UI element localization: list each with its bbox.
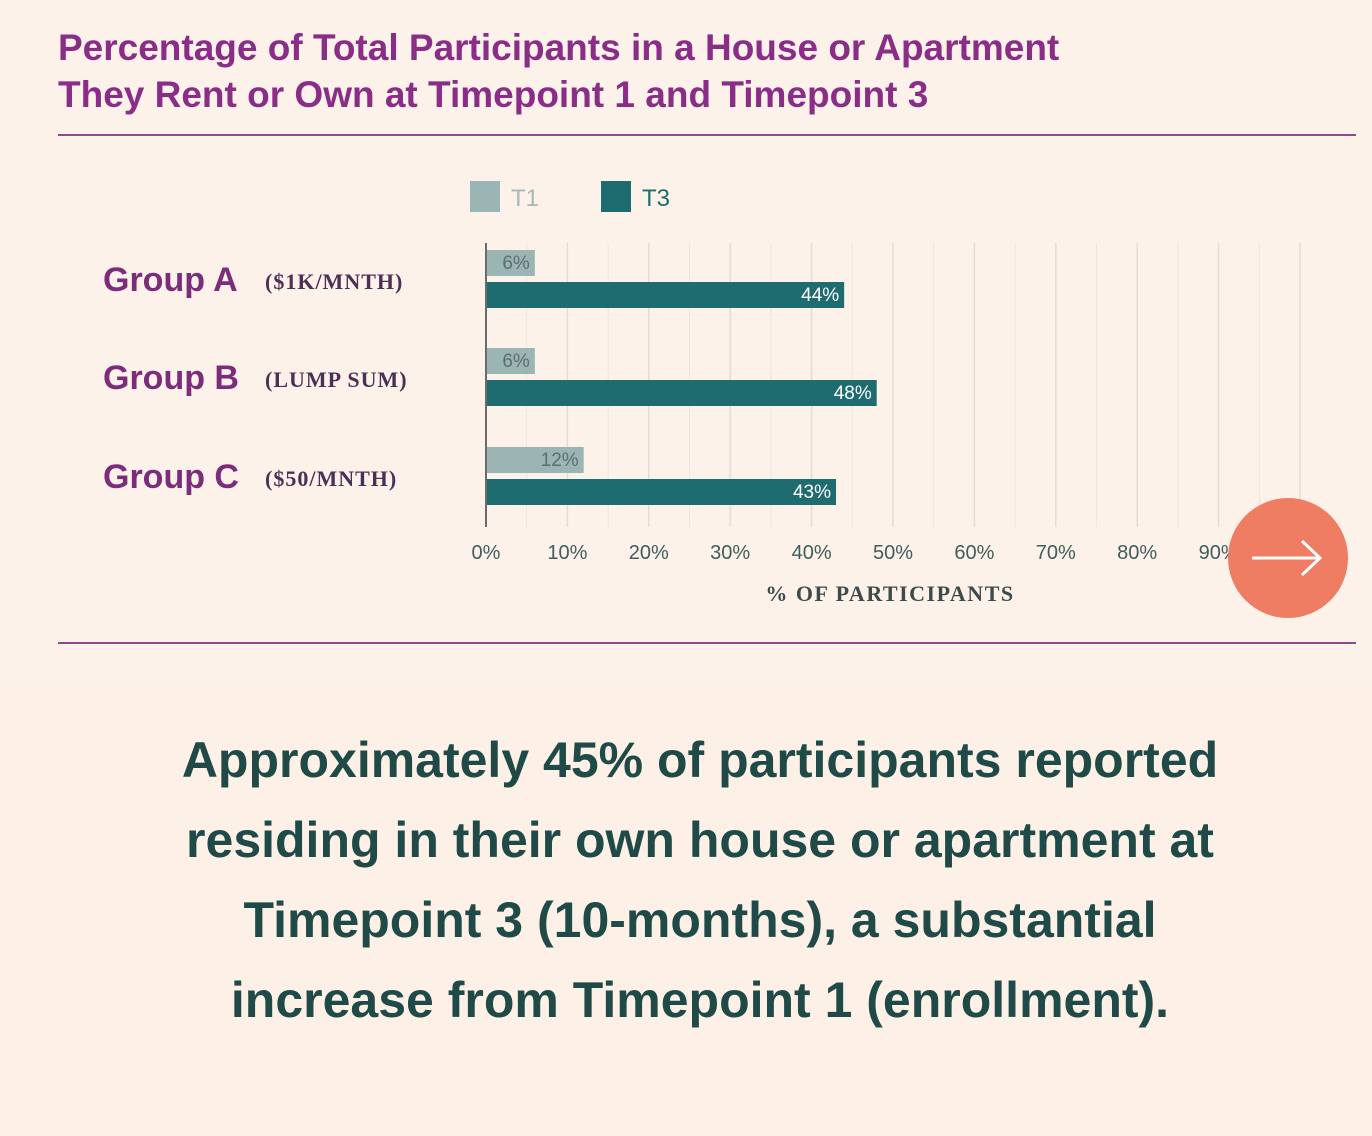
category-label-2: Group B: [103, 359, 239, 397]
x-tick-label-10: 10%: [547, 542, 587, 564]
x-axis-title: % OF PARTICIPANTS: [765, 581, 1014, 606]
bottom-divider: [58, 642, 1356, 644]
top-divider: [58, 134, 1356, 136]
legend-label-t1: T1: [511, 185, 539, 212]
x-tick-label-80: 80%: [1117, 542, 1157, 564]
chart-title: Percentage of Total Participants in a Ho…: [58, 24, 1318, 118]
chart-panel: Percentage of Total Participants in a Ho…: [58, 24, 1356, 644]
x-tick-label-0: 0%: [472, 542, 501, 564]
x-tick-label-50: 50%: [873, 542, 913, 564]
data-label-t3-1: 44%: [801, 285, 839, 306]
data-label-t1-1: 6%: [502, 253, 530, 274]
data-label-t3-2: 48%: [834, 383, 872, 404]
x-tick-label-60: 60%: [954, 542, 994, 564]
data-label-t1-3: 12%: [541, 450, 579, 471]
category-label-1: Group A: [103, 261, 238, 299]
chart-title-line-2: They Rent or Own at Timepoint 1 and Time…: [58, 74, 929, 115]
x-tick-label-70: 70%: [1036, 542, 1076, 564]
bar-t3-1: [486, 282, 845, 308]
x-tick-label-30: 30%: [710, 542, 750, 564]
legend-swatch-t1: [470, 181, 500, 212]
category-note-3: ($50/MNTH): [265, 466, 397, 491]
arrow-right-icon: [1252, 539, 1323, 577]
summary-caption: Approximately 45% of participants report…: [181, 732, 1219, 1028]
bar-t1-3: [486, 447, 584, 473]
bar-t1-2: [486, 348, 535, 374]
x-tick-label-40: 40%: [792, 542, 832, 564]
category-label-3: Group C: [103, 458, 239, 496]
data-label-t1-2: 6%: [502, 351, 530, 372]
x-tick-label-20: 20%: [629, 542, 669, 564]
next-slide-button[interactable]: [1228, 498, 1348, 618]
chart-title-line-1: Percentage of Total Participants in a Ho…: [58, 27, 1060, 68]
category-note-1: ($1K/MNTH): [265, 269, 403, 294]
bar-chart: T1 T3 6% 44% Group A ($1K/MNTH) 6% 48% Group B (…: [103, 181, 1326, 606]
legend-swatch-t3: [601, 181, 631, 212]
bar-t3-2: [486, 380, 877, 406]
bar-t1-1: [486, 250, 535, 276]
legend-label-t3: T3: [642, 185, 670, 212]
data-label-t3-3: 43%: [793, 482, 831, 503]
bar-t3-3: [486, 479, 837, 505]
category-note-2: (LUMP SUM): [265, 367, 408, 392]
